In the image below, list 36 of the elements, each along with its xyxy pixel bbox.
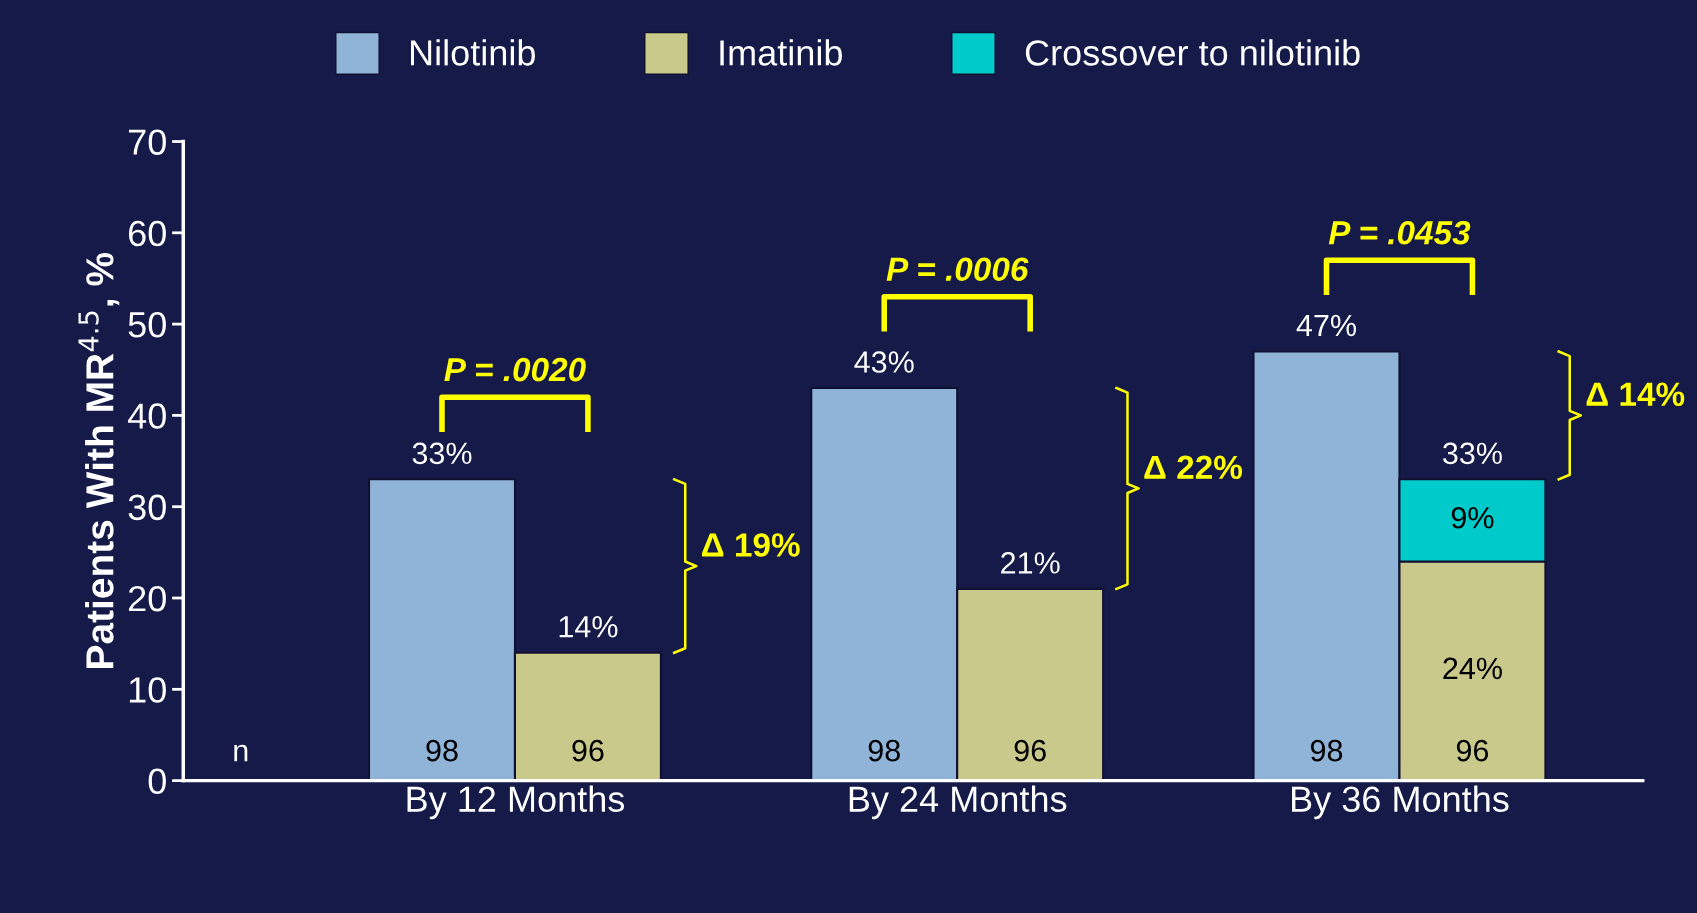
annotation: Δ 19% xyxy=(702,533,800,557)
annotation: P = .0020 xyxy=(444,357,586,382)
y-axis-title: Patients With MR$^{4.5}$, % xyxy=(78,253,120,668)
y-tick-label: 70 xyxy=(128,129,166,155)
annotation: Δ 22% xyxy=(1144,455,1243,480)
legend-label: Crossover to nilotinib xyxy=(1025,39,1360,66)
annotation: 98 xyxy=(426,739,458,762)
y-tick-label: 40 xyxy=(127,403,166,429)
x-tick-label: By 24 Months xyxy=(849,785,1067,820)
annotation: 98 xyxy=(1310,739,1343,762)
y-tick-label: 20 xyxy=(128,585,166,612)
data-label: 47% xyxy=(1296,314,1356,337)
data-label: 21% xyxy=(1001,552,1060,574)
annotation: 96 xyxy=(572,739,604,762)
data-label: 24% xyxy=(1443,657,1502,680)
y-tick-label: 30 xyxy=(128,494,166,521)
y-tick-label: 10 xyxy=(129,677,166,703)
data-label: 9% xyxy=(1451,506,1494,529)
data-label: 43% xyxy=(854,351,914,373)
data-label: 14% xyxy=(559,616,618,638)
y-tick-label: 50 xyxy=(128,311,166,338)
legend-label: Imatinib xyxy=(720,39,842,66)
y-tick-label: 0 xyxy=(148,768,166,795)
annotation: P = .0453 xyxy=(1328,220,1471,245)
x-tick-label: By 12 Months xyxy=(407,785,625,820)
y-tick-label: 60 xyxy=(128,220,166,247)
annotation: 96 xyxy=(1456,739,1489,762)
x-tick-label: By 36 Months xyxy=(1292,785,1509,820)
annotation: P = .0006 xyxy=(886,257,1029,282)
annotation: 98 xyxy=(868,739,900,762)
annotation: 33% xyxy=(1443,442,1502,465)
legend-label: Nilotinib xyxy=(410,39,535,66)
annotation: n xyxy=(234,744,248,762)
annotation: Δ 14% xyxy=(1586,382,1685,407)
annotation: 96 xyxy=(1014,739,1046,762)
data-label: 33% xyxy=(412,442,472,465)
